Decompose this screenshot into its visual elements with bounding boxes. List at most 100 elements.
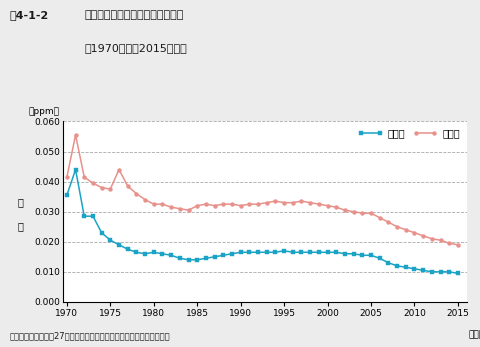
自排局 (194, 204, 200, 208)
自排局 (393, 225, 399, 229)
一般局 (220, 253, 226, 257)
一般局 (81, 214, 87, 218)
自排局 (420, 234, 425, 238)
一般局 (402, 265, 408, 269)
自排局 (185, 208, 191, 212)
自排局 (81, 175, 87, 179)
一般局 (420, 268, 425, 272)
自排局 (177, 206, 182, 211)
自排局 (384, 220, 390, 224)
一般局 (341, 252, 347, 256)
自排局 (402, 228, 408, 232)
自排局 (411, 231, 417, 235)
自排局 (350, 210, 356, 214)
自排局 (228, 202, 234, 206)
一般局 (90, 214, 96, 218)
一般局 (324, 250, 330, 254)
一般局 (64, 193, 70, 197)
一般局 (307, 250, 312, 254)
一般局 (254, 250, 260, 254)
一般局 (72, 168, 78, 172)
一般局 (445, 270, 451, 274)
一般局 (376, 256, 382, 260)
自排局 (272, 199, 278, 203)
Line: 自排局: 自排局 (65, 133, 459, 247)
一般局 (185, 258, 191, 262)
一般局 (116, 243, 121, 247)
一般局 (411, 267, 417, 271)
自排局 (237, 204, 243, 208)
自排局 (116, 168, 121, 172)
一般局 (168, 253, 174, 257)
自排局 (281, 201, 287, 205)
自排局 (220, 202, 226, 206)
一般局 (350, 252, 356, 256)
自排局 (367, 211, 373, 215)
自排局 (72, 133, 78, 137)
一般局 (211, 255, 217, 259)
一般局 (315, 250, 321, 254)
一般局 (246, 250, 252, 254)
自排局 (333, 205, 338, 209)
自排局 (98, 186, 104, 190)
一般局 (133, 250, 139, 254)
Text: （年度）: （年度） (468, 330, 480, 339)
一般局 (428, 270, 434, 274)
一般局 (237, 250, 243, 254)
一般局 (194, 258, 200, 262)
自排局 (376, 215, 382, 220)
Legend: 一般局, 自排局: 一般局, 自排局 (356, 126, 461, 140)
自排局 (324, 204, 330, 208)
一般局 (367, 253, 373, 257)
自排局 (203, 202, 208, 206)
自排局 (264, 201, 269, 205)
自排局 (168, 205, 174, 209)
自排局 (159, 202, 165, 206)
一般局 (142, 252, 148, 256)
自排局 (437, 238, 443, 242)
Text: （1970年度～2015年度）: （1970年度～2015年度） (84, 43, 187, 53)
Text: 図4-1-2: 図4-1-2 (10, 10, 49, 20)
Text: （ppm）: （ppm） (28, 107, 59, 116)
自排局 (246, 202, 252, 206)
一般局 (264, 250, 269, 254)
一般局 (228, 252, 234, 256)
一般局 (107, 238, 113, 242)
自排局 (359, 211, 364, 215)
一般局 (454, 271, 460, 276)
一般局 (177, 256, 182, 260)
一般局 (98, 231, 104, 235)
自排局 (124, 184, 130, 188)
一般局 (359, 253, 364, 257)
一般局 (281, 249, 287, 253)
Text: 度: 度 (17, 221, 23, 231)
一般局 (151, 250, 156, 254)
自排局 (307, 201, 312, 205)
一般局 (393, 264, 399, 268)
自排局 (298, 199, 304, 203)
一般局 (272, 250, 278, 254)
自排局 (90, 181, 96, 185)
Line: 一般局: 一般局 (65, 168, 459, 275)
自排局 (151, 202, 156, 206)
自排局 (133, 192, 139, 196)
自排局 (428, 237, 434, 241)
一般局 (159, 252, 165, 256)
一般局 (333, 250, 338, 254)
一般局 (437, 270, 443, 274)
一般局 (124, 247, 130, 251)
一般局 (384, 261, 390, 265)
自排局 (211, 204, 217, 208)
自排局 (445, 241, 451, 245)
Text: 二酸化窒素濃度の年平均値の推移: 二酸化窒素濃度の年平均値の推移 (84, 10, 183, 20)
自排局 (341, 208, 347, 212)
自排局 (315, 202, 321, 206)
一般局 (203, 256, 208, 260)
Text: 資料：環境省「平成27年度大気汚染状況について（報道発表資料）」: 資料：環境省「平成27年度大気汚染状況について（報道発表資料）」 (10, 331, 170, 340)
一般局 (289, 250, 295, 254)
自排局 (454, 243, 460, 247)
自排局 (289, 201, 295, 205)
自排局 (107, 187, 113, 191)
自排局 (254, 202, 260, 206)
自排局 (142, 197, 148, 202)
